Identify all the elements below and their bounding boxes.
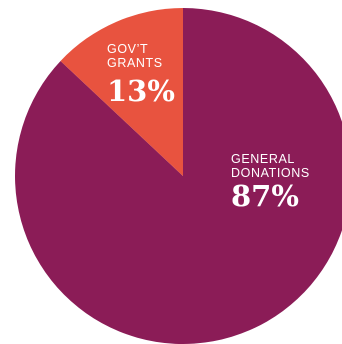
pie-slices <box>15 8 342 344</box>
general-donations-label-group: GENERAL DONATIONS 87% <box>231 152 310 213</box>
slice-label-grants-line2: GRANTS <box>107 56 163 70</box>
slice-label-general-line2: DONATIONS <box>231 166 310 180</box>
slice-value-grants: 13% <box>107 74 175 108</box>
slice-value-general: 87% <box>231 179 299 213</box>
govt-grants-label-group: GOV’T GRANTS 13% <box>107 42 175 108</box>
pie-slice-general-donations <box>15 8 342 344</box>
pie-slice-govt-grants <box>60 8 183 176</box>
slice-label-grants-line1: GOV’T <box>107 42 148 56</box>
slice-label-general-line1: GENERAL <box>231 152 295 166</box>
